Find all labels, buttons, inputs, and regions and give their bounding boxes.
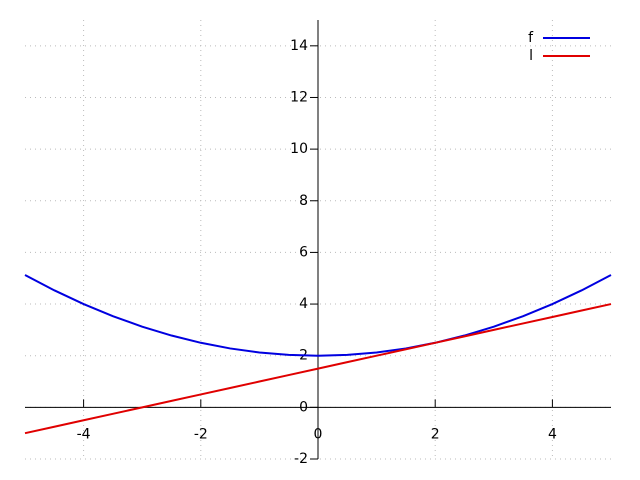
y-tick-label: 12 bbox=[290, 89, 308, 105]
y-tick-label: 14 bbox=[290, 38, 308, 54]
y-tick-label: 4 bbox=[299, 296, 308, 312]
y-tick-label: 6 bbox=[299, 244, 308, 260]
x-tick-label: -2 bbox=[194, 426, 208, 442]
x-tick-label: 4 bbox=[548, 426, 557, 442]
line bbox=[24, 274, 612, 357]
y-tick-label: 8 bbox=[299, 193, 308, 209]
y-tick-label: -2 bbox=[294, 451, 308, 467]
line bbox=[24, 303, 612, 435]
x-tick-label: -4 bbox=[77, 426, 91, 442]
x-tick-label: 0 bbox=[314, 426, 323, 442]
y-tick-label: 0 bbox=[299, 399, 308, 415]
legend-label: l bbox=[529, 48, 533, 64]
legend-label: f bbox=[528, 30, 534, 46]
y-tick-label: 10 bbox=[290, 141, 308, 157]
x-tick-label: 2 bbox=[431, 426, 440, 442]
